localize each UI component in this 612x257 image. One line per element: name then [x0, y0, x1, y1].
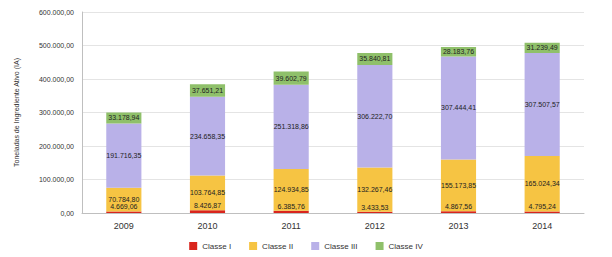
- svg-text:100.000,00: 100.000,00: [39, 176, 74, 183]
- svg-text:Classe III: Classe III: [324, 242, 357, 251]
- svg-text:191.716,35: 191.716,35: [106, 152, 141, 159]
- svg-text:251.318,86: 251.318,86: [274, 123, 309, 130]
- svg-text:37.651,21: 37.651,21: [192, 87, 223, 94]
- svg-text:306.222,70: 306.222,70: [357, 113, 392, 120]
- svg-text:2010: 2010: [197, 221, 217, 231]
- svg-text:2012: 2012: [365, 221, 385, 231]
- svg-text:Classe II: Classe II: [262, 242, 293, 251]
- svg-text:Toneladas de Ingrediente Ativo: Toneladas de Ingrediente Ativo (IA): [13, 58, 21, 167]
- svg-text:307.444,41: 307.444,41: [441, 104, 476, 111]
- svg-text:4.669,06: 4.669,06: [110, 203, 137, 210]
- svg-text:234.658,35: 234.658,35: [190, 133, 225, 140]
- svg-text:31.239,49: 31.239,49: [527, 44, 558, 51]
- svg-text:400.000,00: 400.000,00: [39, 76, 74, 83]
- svg-text:2009: 2009: [114, 221, 134, 231]
- svg-text:307.507,57: 307.507,57: [525, 101, 560, 108]
- svg-text:2011: 2011: [281, 221, 300, 231]
- svg-text:3.433,53: 3.433,53: [361, 204, 388, 211]
- svg-text:103.764,85: 103.764,85: [190, 189, 225, 196]
- svg-text:39.602,79: 39.602,79: [276, 75, 307, 82]
- svg-text:600.000,00: 600.000,00: [39, 9, 74, 16]
- svg-text:132.267,46: 132.267,46: [357, 186, 392, 193]
- svg-text:0,00: 0,00: [60, 210, 74, 217]
- svg-text:2013: 2013: [448, 221, 468, 231]
- svg-text:6.385,76: 6.385,76: [278, 203, 305, 210]
- svg-text:28.183,76: 28.183,76: [443, 48, 474, 55]
- svg-text:165.024,34: 165.024,34: [525, 180, 560, 187]
- svg-text:Classe IV: Classe IV: [389, 242, 424, 251]
- svg-text:Classe I: Classe I: [202, 242, 231, 251]
- svg-text:300.000,00: 300.000,00: [39, 109, 74, 116]
- svg-text:2014: 2014: [532, 221, 552, 231]
- svg-text:124.934,85: 124.934,85: [274, 186, 309, 193]
- svg-text:33.178,94: 33.178,94: [108, 114, 139, 121]
- svg-text:200.000,00: 200.000,00: [39, 143, 74, 150]
- svg-text:8.426,87: 8.426,87: [194, 202, 221, 209]
- svg-text:35.840,81: 35.840,81: [359, 55, 390, 62]
- svg-text:4.867,56: 4.867,56: [445, 203, 472, 210]
- svg-text:70.784,80: 70.784,80: [108, 196, 139, 203]
- svg-text:155.173,85: 155.173,85: [441, 182, 476, 189]
- svg-text:4.795,24: 4.795,24: [529, 203, 556, 210]
- svg-text:500.000,00: 500.000,00: [39, 42, 74, 49]
